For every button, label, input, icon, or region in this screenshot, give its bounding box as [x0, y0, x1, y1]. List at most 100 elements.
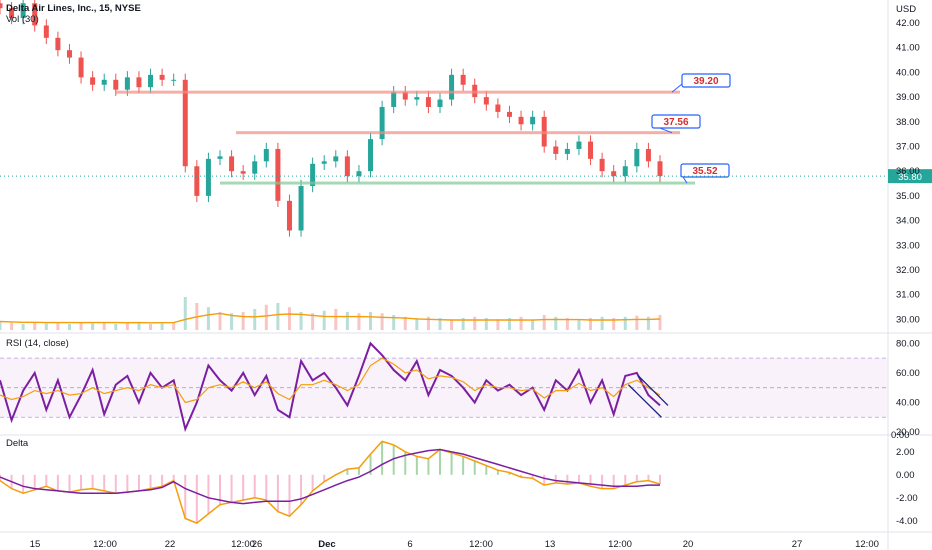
candle-body — [437, 99, 443, 107]
volume-ma-line — [0, 312, 661, 324]
last-price-tag — [888, 169, 932, 184]
candle-body — [506, 111, 512, 117]
delta-tick-label: -2.00 — [896, 493, 918, 504]
candle-body — [171, 79, 177, 81]
volume-bar — [67, 324, 71, 330]
volume-bar — [102, 322, 106, 330]
candle-body — [483, 97, 489, 105]
candle-body — [298, 186, 304, 231]
price-tick-label: 37.00 — [896, 142, 920, 153]
volume-bar — [450, 319, 454, 330]
volume-bar — [299, 312, 303, 330]
candle-body — [148, 74, 154, 88]
volume-bar — [403, 316, 407, 330]
candle-body — [368, 139, 374, 172]
volume-bar — [426, 316, 430, 330]
volume-bar — [44, 323, 48, 330]
volume-bar — [484, 318, 488, 330]
volume-bar — [554, 316, 558, 330]
candle-body — [217, 156, 223, 159]
volume-bar — [172, 322, 176, 330]
delta-tick-label: 0.00 — [896, 470, 915, 481]
delta-pane — [0, 440, 661, 524]
candle-body — [518, 116, 524, 125]
time-tick-label: 26 — [252, 539, 263, 550]
candle-body — [495, 104, 501, 112]
volume-bar — [531, 319, 535, 330]
volume-bar — [415, 318, 419, 330]
candle-body — [645, 148, 651, 162]
volume-bar — [392, 315, 396, 330]
volume-bar — [287, 307, 291, 330]
candle-body — [240, 171, 246, 174]
rsi-pane — [0, 341, 888, 433]
candle-body — [564, 148, 570, 154]
volume-bar — [91, 323, 95, 330]
last-price-label: 35.80 — [898, 172, 922, 183]
rsi-tick-label: 40.00 — [896, 397, 920, 408]
chart-title: Delta Air Lines, Inc., 15, NYSE — [6, 3, 141, 14]
volume-bar — [345, 312, 349, 330]
rsi-ma-line — [0, 357, 661, 404]
candle-body — [43, 25, 49, 38]
volume-bar — [0, 321, 2, 330]
delta-line — [0, 440, 661, 524]
candle-body — [32, 3, 38, 26]
candle-body — [379, 106, 385, 140]
volume-bar — [623, 316, 627, 330]
candle-body — [9, 8, 15, 19]
volume-bar — [218, 312, 222, 330]
time-tick-label: 12:00 — [469, 539, 493, 550]
volume-bar — [438, 318, 442, 330]
candle-body — [263, 148, 269, 162]
rsi-tick-label: 80.00 — [896, 338, 920, 349]
volume-bar — [577, 319, 581, 330]
candle-body — [449, 74, 455, 100]
volume-bar — [380, 313, 384, 330]
price-tick-label: 42.00 — [896, 18, 920, 29]
volume-label: Vol (30) — [6, 14, 39, 25]
time-tick-label: 6 — [407, 539, 412, 550]
candle-body — [553, 146, 559, 154]
volume-bar — [369, 312, 373, 330]
candle-body — [310, 163, 316, 187]
candle-body — [101, 79, 107, 85]
volume-pane — [0, 297, 662, 330]
volume-bar — [507, 318, 511, 330]
level-callout-label: 39.20 — [693, 76, 718, 87]
candle-body — [159, 74, 165, 80]
candle-body — [182, 79, 188, 167]
candle-body — [622, 166, 628, 177]
volume-bar — [565, 318, 569, 330]
candle-body — [333, 156, 339, 162]
candle-body — [194, 166, 200, 196]
candle-body — [78, 57, 84, 78]
level-line — [115, 90, 680, 94]
level-line — [236, 131, 680, 135]
candle-body — [530, 116, 536, 125]
volume-bar — [230, 313, 234, 330]
volume-bar — [114, 324, 118, 330]
volume-bar — [183, 297, 187, 330]
volume-bar — [646, 316, 650, 330]
candle-body — [0, 3, 3, 9]
price-tick-label: 33.00 — [896, 240, 920, 251]
time-tick-label: 12:00 — [855, 539, 879, 550]
volume-bar — [612, 318, 616, 330]
volume-bar — [276, 303, 280, 330]
volume-bar — [125, 323, 129, 330]
time-tick-label: 12:00 — [93, 539, 117, 550]
candle-body — [286, 200, 292, 231]
volume-bar — [635, 315, 639, 330]
time-tick-label: 15 — [30, 539, 41, 550]
volume-bar — [334, 309, 338, 330]
candle-body — [321, 161, 327, 164]
volume-bar — [322, 310, 326, 330]
level-callout-box — [680, 163, 730, 178]
candle-body — [55, 37, 61, 51]
delta-tick-label: -4.00 — [896, 516, 918, 527]
rsi-trend-line — [637, 375, 669, 406]
price-tick-label: 36.00 — [896, 166, 920, 177]
delta-title: Delta — [6, 438, 29, 449]
candle-body — [657, 161, 663, 177]
